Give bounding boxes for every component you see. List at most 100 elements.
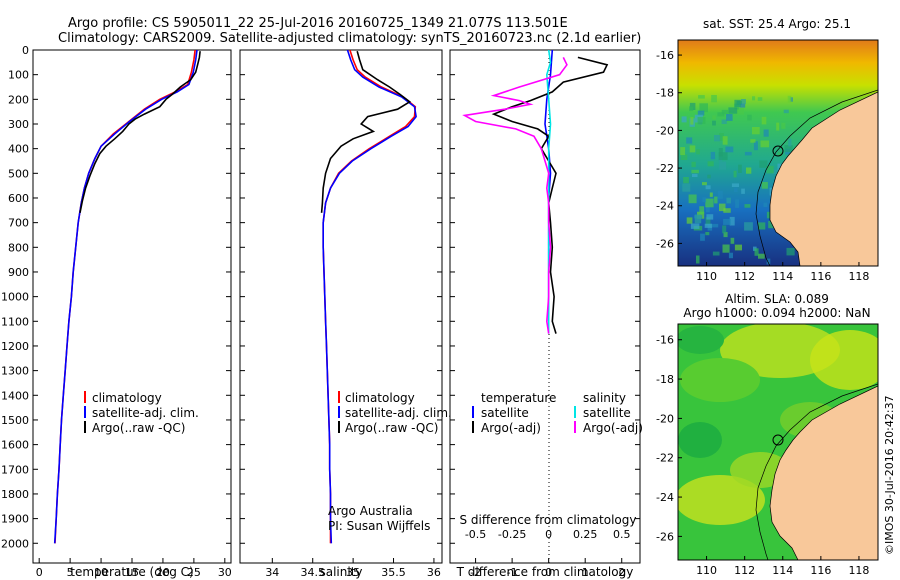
sst-speckle — [744, 204, 751, 208]
sla-isobath — [755, 383, 878, 560]
sst-speckle — [766, 211, 772, 219]
sst-speckle — [752, 127, 760, 135]
map-y-tick-label: -18 — [656, 87, 674, 100]
sst-speckle — [741, 188, 745, 194]
sst-speckle — [706, 214, 714, 220]
sla-ticks: 110 112 114 116 118 -16 -18 -20 -22 -24 -26 — [656, 334, 869, 577]
x-tick-label: 35 — [346, 566, 360, 579]
y-tick-label: 1100 — [1, 315, 29, 328]
sla-argo-marker — [772, 434, 784, 446]
legend-label-climatology: climatology — [345, 391, 415, 405]
map-y-tick-label: -20 — [656, 124, 674, 137]
sst-speckle — [697, 110, 705, 116]
sst-speckle — [735, 199, 739, 208]
map-x-tick-label: 110 — [696, 270, 717, 283]
sla-blobs — [678, 324, 878, 525]
salinity-legend: climatology satellite-adj. clim. Argo(..… — [338, 391, 452, 435]
sst-speckle — [714, 135, 721, 142]
x-tick-label: 35.5 — [381, 566, 406, 579]
y-tick-label: 400 — [8, 143, 29, 156]
y-tick-label: 1500 — [1, 414, 29, 427]
x-tick-label: 15 — [125, 566, 139, 579]
sst-speckle — [696, 255, 700, 264]
x-tick-label: 10 — [94, 566, 108, 579]
sst-speckle — [683, 177, 689, 184]
sst-speckle — [723, 208, 731, 213]
x-tick-label: 34 — [265, 566, 279, 579]
sst-speckle — [709, 192, 713, 197]
series-line-argo-raw-qc- — [320, 50, 412, 213]
sst-speckle — [698, 95, 705, 99]
header-line-1: Argo profile: CS 5905011_22 25-Jul-2016 … — [68, 16, 568, 31]
sla-map-panel: Altim. SLA: 0.089 Argo h1000: 0.094 h200… — [656, 292, 879, 577]
salinity-panel: 34 34.5 35 35.5 36 salinity climatology sate… — [239, 49, 452, 579]
sst-argo-marker — [772, 145, 784, 157]
sst-speckle — [734, 99, 741, 107]
temperature-panel: 0100200300400500600700800900100011001200… — [1, 44, 232, 579]
sst-speckle — [699, 103, 708, 113]
sst-speckle — [722, 225, 727, 234]
sst-speckle — [692, 173, 698, 177]
sst-speckle — [757, 222, 766, 230]
sst-speckle — [699, 206, 705, 214]
sst-speckle — [705, 205, 710, 213]
map-x-tick-label: 114 — [772, 270, 793, 283]
x-tick-label: 20 — [156, 566, 170, 579]
sst-speckle — [789, 97, 793, 102]
sst-speckle — [719, 133, 724, 141]
sst-speckle — [786, 247, 795, 256]
sst-speckle — [691, 169, 699, 174]
y-tick-label: 1900 — [1, 513, 29, 526]
annotation-institution: Argo Australia — [328, 504, 413, 518]
sst-speckle — [717, 112, 725, 117]
sst-speckle — [763, 129, 769, 137]
legend-label-argo: Argo(..raw -QC) — [345, 421, 438, 435]
map-x-tick-label: 116 — [810, 564, 831, 577]
x-tick-label: 0 — [36, 566, 43, 579]
sst-land — [769, 91, 878, 266]
sst-speckle — [690, 117, 694, 125]
difference-xlabel: T difference from climatology — [456, 565, 634, 579]
sst-speckle — [757, 97, 763, 101]
sst-speckle — [723, 232, 728, 238]
map-y-tick-label: -24 — [656, 200, 674, 213]
sst-speckle — [711, 95, 717, 103]
sst-speckle — [777, 151, 783, 157]
salinity-xlabel: salinity — [319, 565, 362, 579]
sst-speckle — [781, 122, 786, 129]
map-y-tick-label: -26 — [656, 530, 674, 543]
x-tick-label-top: -0.5 — [465, 528, 486, 541]
y-tick-label: 600 — [8, 192, 29, 205]
temperature-axes — [32, 49, 232, 564]
sst-speckle — [691, 161, 696, 168]
sst-speckle — [734, 244, 742, 251]
sst-speckle — [705, 198, 714, 208]
sst-speckle — [722, 136, 728, 145]
sst-speckle — [728, 107, 738, 114]
map-x-tick-label: 118 — [848, 564, 869, 577]
x-tick-label: 25 — [187, 566, 201, 579]
imos-stamp: ©IMOS 30-Jul-2016 20:42:37 — [883, 395, 896, 555]
sst-speckle — [738, 164, 742, 173]
sst-speckle — [688, 194, 697, 204]
sst-map-title: sat. SST: 25.4 Argo: 25.1 — [703, 17, 851, 31]
sst-speckle — [729, 216, 735, 226]
map-x-tick-label: 116 — [810, 270, 831, 283]
difference-axes — [449, 49, 641, 564]
sst-speckle — [726, 114, 733, 121]
sst-speckle — [754, 248, 759, 256]
sst-speckle — [680, 147, 686, 156]
sst-speckle — [733, 187, 738, 192]
temperature-legend: climatology satellite-adj. clim. Argo(..… — [84, 391, 199, 435]
difference-xticks: -2 -1 0 1 2 -0.5 -0.25 0 0.25 0.5 — [465, 528, 631, 579]
sst-speckle — [711, 223, 719, 228]
annotation-pi: PI: Susan Wijffels — [328, 519, 430, 533]
x-tick-label-top: 0 — [545, 528, 552, 541]
sst-speckle — [744, 222, 753, 231]
x-tick-label: 30 — [218, 566, 232, 579]
sst-speckle — [696, 149, 700, 155]
sst-speckle — [680, 154, 688, 160]
sst-speckle — [705, 185, 711, 190]
sst-speckle — [686, 137, 693, 144]
map-y-tick-label: -22 — [656, 452, 674, 465]
